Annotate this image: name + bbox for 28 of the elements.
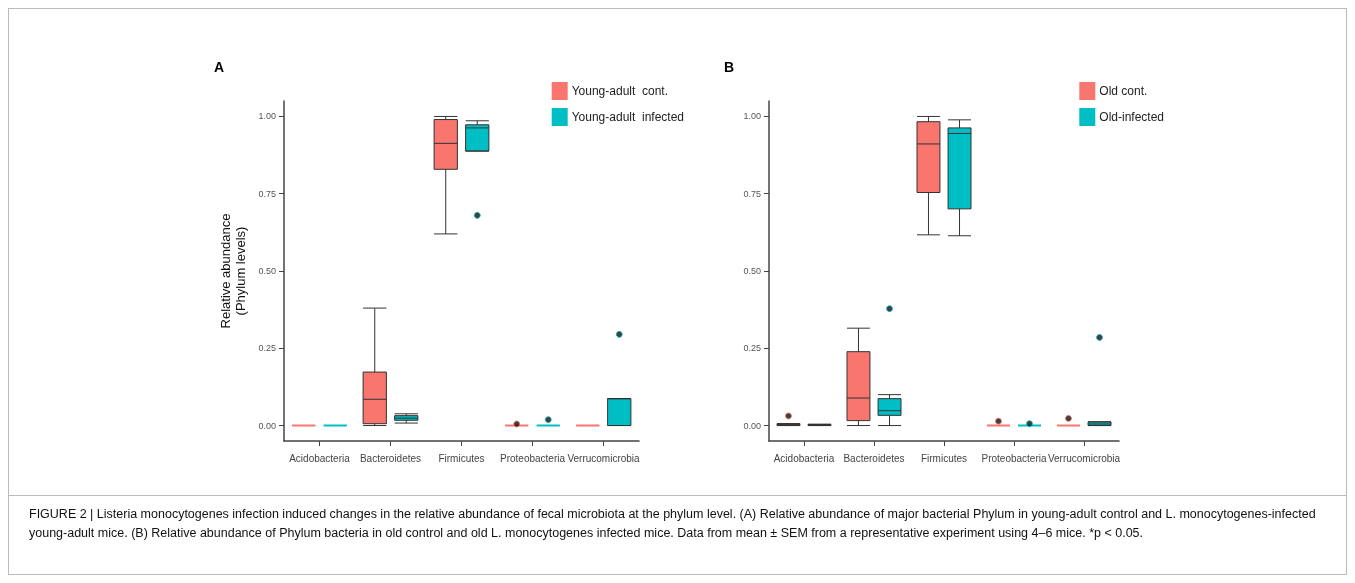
x-tick-label: Proteobacteria <box>981 452 1047 464</box>
x-tick-label: Verrucomicrobia <box>567 452 641 464</box>
y-tick-label: 0.50 <box>743 266 761 276</box>
x-tick-label: Proteobacteria <box>499 452 566 464</box>
y-axis-title: Relative abundance (Phylum levels) <box>217 213 248 329</box>
x-tick-label: Firmicutes <box>920 452 968 464</box>
y-tick-label: 0.25 <box>258 343 276 354</box>
caption: FIGURE 2 | Listeria monocytogenes infection induced changes in the relative abundance of fecal microbiota at the phylum level. (A) Relative abundance of major bacterial Phylum in young-adult control and L. monocytogenes-infected young-adult mice. (B) Relative abundance of Phylum bacteria in old control and old L. monocytogenes infected mice. Data from mean ± SEM from a representative experiment using 4–6 mice. *p < 0.05. <box>29 506 1316 542</box>
y-tick-label: 0.00 <box>258 420 276 431</box>
y-tick-label: 1.00 <box>258 111 276 122</box>
y-tick-label: 0.75 <box>743 188 761 199</box>
x-tick-label: Verrucomicrobia <box>1047 452 1121 464</box>
y-tick-label: 0.00 <box>743 420 761 431</box>
chart-title: B <box>724 59 735 75</box>
legend-label: Young-adult cont. <box>571 84 668 98</box>
legend-label: Old-infected <box>1099 110 1164 124</box>
y-tick-label: 0.50 <box>258 266 276 276</box>
x-tick-label: Acidobacteria <box>773 452 835 464</box>
y-tick-label: 0.75 <box>258 188 276 199</box>
chart-title: A <box>214 59 225 75</box>
x-tick-label: Bacteroidetes <box>359 452 422 464</box>
legend-label: Young-adult infected <box>571 110 684 124</box>
x-tick-label: Firmicutes <box>438 452 485 464</box>
y-tick-label: 1.00 <box>743 111 761 122</box>
legend-label: Old cont. <box>1099 84 1148 98</box>
x-tick-label: Acidobacteria <box>289 452 351 464</box>
y-tick-label: 0.25 <box>743 343 761 354</box>
x-tick-label: Bacteroidetes <box>843 452 905 464</box>
